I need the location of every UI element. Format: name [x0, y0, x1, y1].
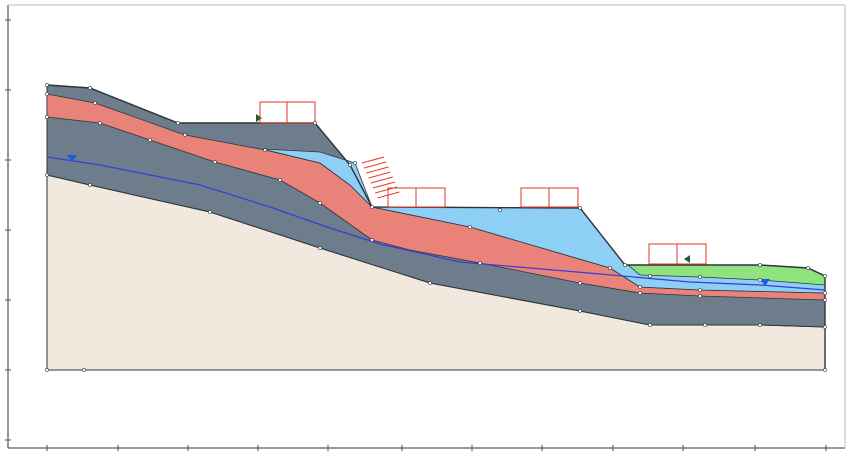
boundary-vertex	[183, 133, 187, 137]
boundary-vertex	[45, 83, 49, 87]
anchor-line	[372, 181, 396, 189]
boundary-vertex	[88, 86, 92, 90]
boundary-vertex	[318, 201, 322, 205]
boundary-vertex	[638, 291, 642, 295]
axis-ticks	[5, 19, 827, 451]
boundary-vertex	[698, 288, 702, 292]
boundary-vertex	[313, 121, 317, 125]
blue-layer	[261, 148, 826, 294]
boundary-vertex	[648, 323, 652, 327]
surface-load-box	[387, 187, 446, 208]
boundary-vertex	[318, 246, 322, 250]
surface-load-box	[520, 187, 579, 208]
boundary-vertex	[353, 161, 357, 165]
anchor-line	[364, 161, 387, 169]
boundary-vertex	[263, 148, 267, 152]
boundary-vertex	[148, 138, 152, 142]
soil-layers	[46, 84, 826, 371]
anchor-group	[361, 156, 400, 199]
boundary-vertices	[45, 83, 827, 372]
boundary-vertex	[278, 178, 282, 182]
boundary-vertex	[498, 208, 502, 212]
boundary-vertex	[698, 275, 702, 279]
boundary-vertex	[623, 263, 627, 267]
boundary-vertex	[468, 225, 472, 229]
boundary-vertex	[93, 101, 97, 105]
boundary-arrow-icon	[256, 114, 262, 122]
boundary-vertex	[88, 183, 92, 187]
water-table-marker-icon	[67, 155, 77, 162]
boundary-vertex	[608, 266, 612, 270]
water-table-marker-icon	[760, 279, 770, 286]
plot-frame	[7, 4, 846, 449]
water-table-line	[46, 156, 826, 291]
boundary-vertex	[213, 160, 217, 164]
boundary-vertex	[823, 368, 827, 372]
surface-load-box	[648, 243, 707, 265]
boundary-vertex	[208, 210, 212, 214]
load-group	[259, 101, 707, 265]
water-table	[46, 155, 826, 291]
anchor-line	[368, 171, 391, 179]
boundary-vertex	[428, 281, 432, 285]
boundary-vertex	[823, 274, 827, 278]
boundary-vertex	[45, 368, 49, 372]
boundary-vertex	[758, 263, 762, 267]
boundary-vertex	[45, 92, 49, 96]
boundary-vertex	[45, 173, 49, 177]
boundary-vertex	[98, 121, 102, 125]
boundary-vertex	[578, 206, 582, 210]
boundary-vertex	[176, 121, 180, 125]
boundary-markers	[256, 114, 690, 263]
boundary-vertex	[348, 163, 352, 167]
boundary-vertex	[578, 281, 582, 285]
anchor-line	[370, 176, 393, 184]
boundary-vertex	[370, 205, 374, 209]
anchor-line	[366, 166, 389, 174]
boundary-vertex	[806, 266, 810, 270]
boundary-vertex	[82, 368, 86, 372]
boundary-vertex	[758, 323, 762, 327]
boundary-vertex	[638, 285, 642, 289]
ground-surface-line	[46, 84, 826, 370]
boundary-vertex	[578, 309, 582, 313]
boundary-vertex	[370, 238, 374, 242]
boundary-vertex	[703, 323, 707, 327]
boundary-vertex	[758, 278, 762, 282]
boundary-vertex	[823, 291, 827, 295]
boundary-vertex	[478, 261, 482, 265]
boundary-vertex	[823, 298, 827, 302]
boundary-vertex	[823, 325, 827, 329]
surface-load-box	[259, 101, 316, 124]
boundary-vertex	[698, 294, 702, 298]
boundary-vertex	[45, 115, 49, 119]
boundary-arrow-icon	[684, 255, 690, 263]
boundary-vertex	[648, 274, 652, 278]
anchor-line	[361, 156, 385, 164]
